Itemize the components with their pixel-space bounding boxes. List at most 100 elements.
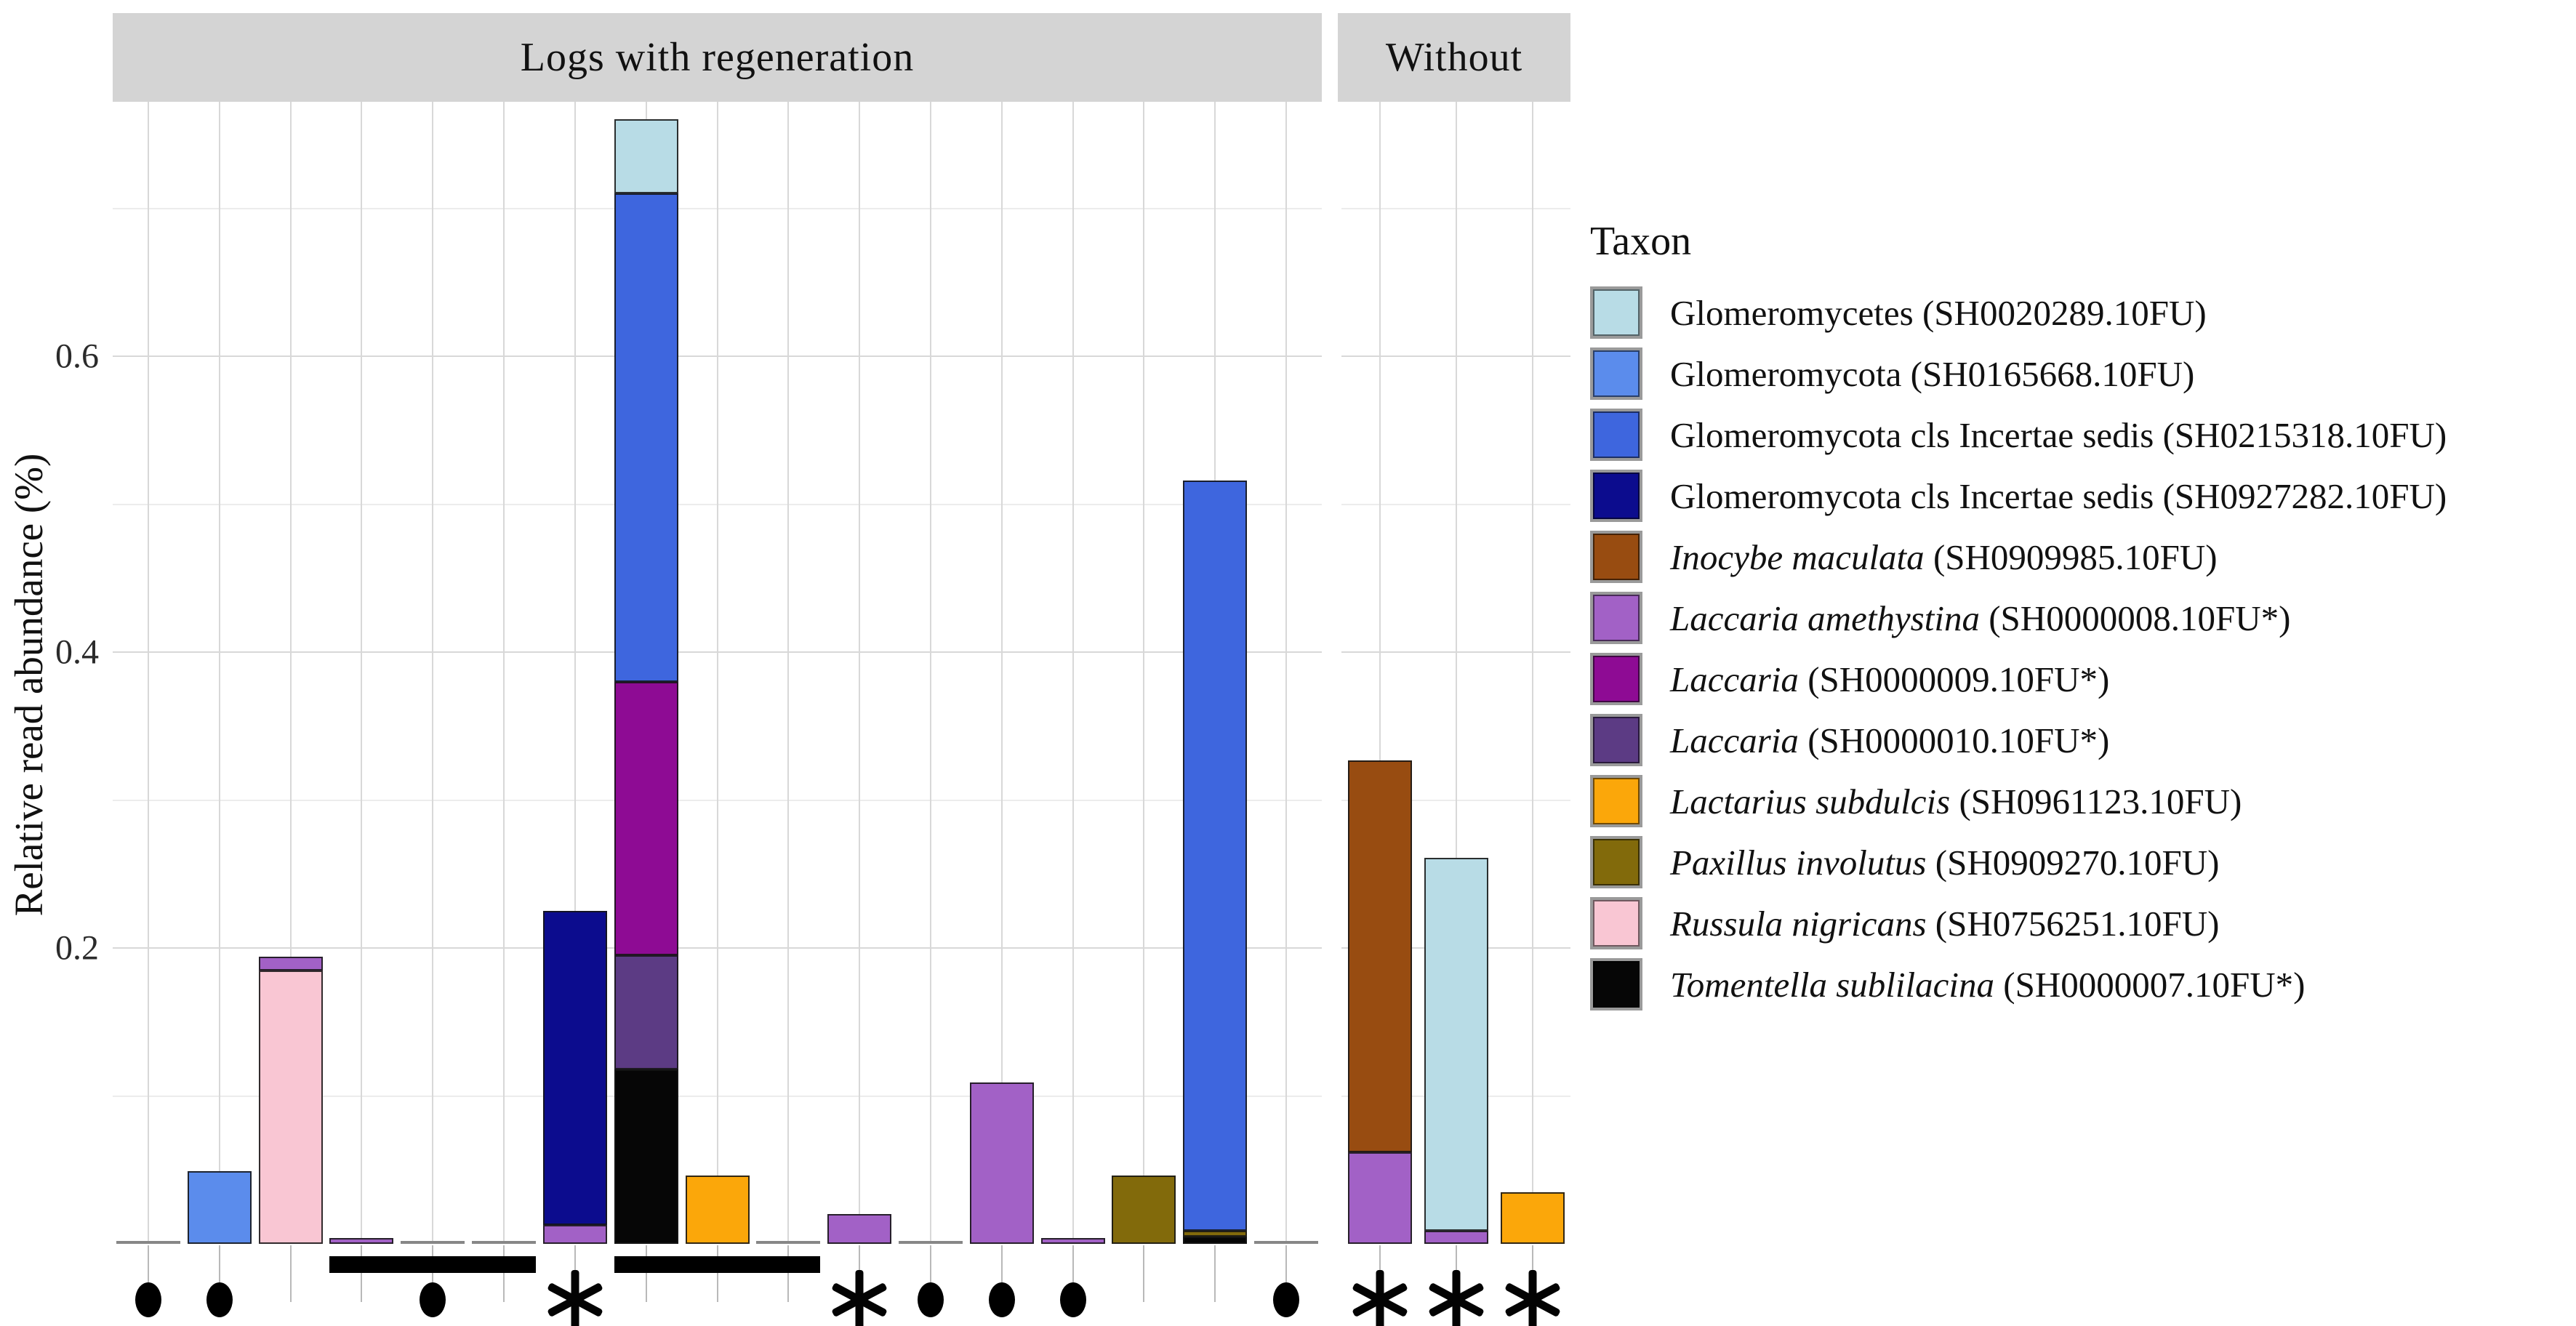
gridline-v: [148, 102, 149, 1244]
x-tick-mark: [1001, 1245, 1003, 1302]
bar-segment-laccaria_amethystina: [329, 1237, 393, 1244]
bar-segment-laccaria_amethystina: [1348, 1152, 1412, 1244]
bar-zero: [1254, 1241, 1318, 1244]
gridline-v: [1072, 102, 1074, 1244]
x-tick-mark: [930, 1245, 931, 1302]
legend-label: Laccaria (SH0000009.10FU*): [1670, 659, 2110, 699]
bar-segment-laccaria_sh0000010: [614, 955, 678, 1069]
bar-segment-laccaria_amethystina: [543, 1224, 607, 1244]
bar-segment-tomentella_sublilacina: [614, 1069, 678, 1244]
dot-symbol: [989, 1282, 1015, 1317]
bar-zero: [756, 1241, 820, 1244]
gridline-v: [1001, 102, 1003, 1244]
legend-swatch-glomeromycota_cls_sh0927282: [1590, 470, 1642, 522]
legend-swatch-glomeromycota: [1590, 347, 1642, 400]
legend-swatch-paxillus_involutus: [1590, 836, 1642, 888]
x-tick-mark: [1285, 1245, 1287, 1302]
bar-segment-laccaria_amethystina: [259, 957, 323, 971]
bar-segment-lactarius_subdulcis: [686, 1176, 750, 1244]
gridline-v: [859, 102, 860, 1244]
legend-swatch-inocybe_maculata: [1590, 531, 1642, 583]
gridline-v: [717, 102, 718, 1244]
dot-symbol: [918, 1282, 944, 1317]
x-tick-mark: [503, 1245, 505, 1302]
bar-segment-glomeromycetes: [1424, 857, 1488, 1231]
legend-swatch-laccaria_sh0000010: [1590, 714, 1642, 766]
dot-symbol: [206, 1282, 233, 1317]
bar-segment-paxillus_involutus: [1112, 1176, 1176, 1244]
x-tick-mark: [1143, 1245, 1144, 1302]
y-tick-label: 0.2: [55, 928, 99, 968]
dot-symbol: [1060, 1282, 1086, 1317]
asterisk-symbol: [542, 1267, 608, 1326]
x-tick-mark: [432, 1245, 433, 1302]
legend-swatch-russula_nigricans: [1590, 897, 1642, 949]
legend-swatch-glomeromycota_cls_sh0215318: [1590, 409, 1642, 461]
gridline-v: [290, 102, 292, 1244]
legend-item-laccaria_sh0000010: Laccaria (SH0000010.10FU*): [1590, 710, 2447, 771]
x-tick-mark: [787, 1245, 789, 1302]
legend-label: Lactarius subdulcis (SH0961123.10FU): [1670, 781, 2242, 821]
significance-bar: [329, 1256, 536, 1273]
bar-segment-glomeromycota_cls_sh0927282: [543, 911, 607, 1225]
significance-bar: [614, 1256, 820, 1273]
bar-segment-glomeromycetes: [614, 119, 678, 194]
bar-segment-lactarius_subdulcis: [1501, 1192, 1565, 1244]
legend-item-laccaria_amethystina: Laccaria amethystina (SH0000008.10FU*): [1590, 587, 2447, 648]
bar-segment-laccaria_sh0000009: [614, 681, 678, 956]
gridline-v: [787, 102, 789, 1244]
x-tick-mark: [1072, 1245, 1074, 1302]
gridline-v: [930, 102, 931, 1244]
legend-label: Glomeromycota cls Incertae sedis (SH0927…: [1670, 475, 2447, 516]
y-tick-label: 0.6: [55, 337, 99, 376]
legend-item-glomeromycota_cls_sh0215318: Glomeromycota cls Incertae sedis (SH0215…: [1590, 404, 2447, 465]
asterisk-symbol: [1424, 1267, 1489, 1326]
legend-label: Paxillus involutus (SH0909270.10FU): [1670, 842, 2220, 883]
legend-item-glomeromycetes: Glomeromycetes (SH0020289.10FU): [1590, 282, 2447, 343]
bar-segment-laccaria_amethystina: [1041, 1237, 1105, 1244]
dot-symbol: [1273, 1282, 1299, 1317]
y-axis-title: Relative read abundance (%): [7, 453, 51, 917]
legend-item-glomeromycota: Glomeromycota (SH0165668.10FU): [1590, 343, 2447, 404]
asterisk-symbol: [1500, 1267, 1565, 1326]
legend-label: Tomentella sublilacina (SH0000007.10FU*): [1670, 964, 2306, 1005]
legend-item-tomentella_sublilacina: Tomentella sublilacina (SH0000007.10FU*): [1590, 954, 2447, 1015]
legend: Taxon Glomeromycetes (SH0020289.10FU) Glo…: [1590, 218, 2447, 1015]
bar-zero: [899, 1241, 963, 1244]
facet-strip-label: Without: [1385, 35, 1523, 80]
bar-segment-glomeromycota: [188, 1171, 252, 1244]
x-tick-mark: [361, 1245, 362, 1302]
bar-zero: [401, 1241, 465, 1244]
x-tick-mark: [646, 1245, 647, 1302]
legend-swatch-tomentella_sublilacina: [1590, 958, 1642, 1010]
legend-item-russula_nigricans: Russula nigricans (SH0756251.10FU): [1590, 893, 2447, 954]
legend-swatch-laccaria_amethystina: [1590, 592, 1642, 644]
legend-swatch-lactarius_subdulcis: [1590, 775, 1642, 827]
bar-zero: [472, 1241, 536, 1244]
dot-symbol: [420, 1282, 446, 1317]
gridline-v: [219, 102, 220, 1244]
legend-title: Taxon: [1590, 219, 1692, 264]
bar-segment-laccaria_amethystina: [970, 1082, 1034, 1244]
legend-label: Glomeromycota (SH0165668.10FU): [1670, 353, 2195, 394]
dot-symbol: [135, 1282, 161, 1317]
asterisk-symbol: [1347, 1267, 1413, 1326]
legend-item-lactarius_subdulcis: Lactarius subdulcis (SH0961123.10FU): [1590, 771, 2447, 832]
bar-segment-tomentella_sublilacina: [1183, 1236, 1247, 1244]
bar-zero: [116, 1241, 180, 1244]
gridline-v: [1285, 102, 1287, 1244]
legend-item-laccaria_sh0000009: Laccaria (SH0000009.10FU*): [1590, 648, 2447, 710]
x-tick-mark: [219, 1245, 220, 1302]
x-tick-mark: [290, 1245, 292, 1302]
gridline-v: [432, 102, 433, 1244]
bar-segment-laccaria_amethystina: [1424, 1230, 1488, 1244]
gridline-v: [574, 102, 576, 1244]
legend-item-glomeromycota_cls_sh0927282: Glomeromycota cls Incertae sedis (SH0927…: [1590, 465, 2447, 526]
legend-label: Glomeromycetes (SH0020289.10FU): [1670, 292, 2207, 333]
bar-segment-laccaria_amethystina: [827, 1214, 891, 1244]
legend-label: Laccaria (SH0000010.10FU*): [1670, 720, 2110, 760]
legend-label: Russula nigricans (SH0756251.10FU): [1670, 903, 2220, 944]
x-tick-mark: [1214, 1245, 1216, 1302]
legend-item-inocybe_maculata: Inocybe maculata (SH0909985.10FU): [1590, 526, 2447, 587]
